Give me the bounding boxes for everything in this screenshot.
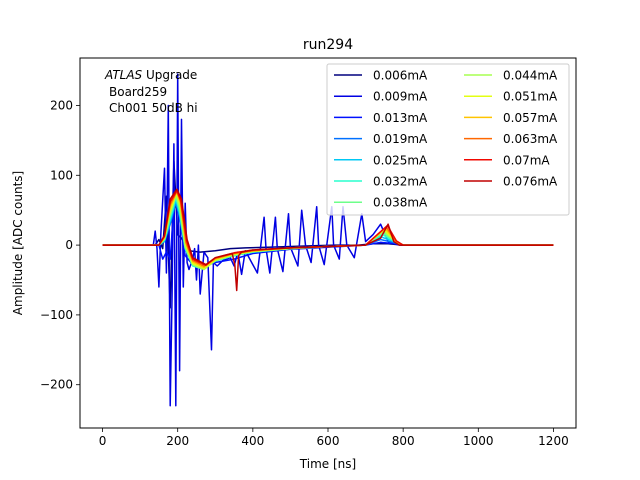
legend-label-0-076ma: 0.076mA — [503, 175, 558, 189]
x-tick-label: 400 — [241, 434, 264, 448]
y-axis: −200 −100 0 100 200 — [40, 98, 80, 392]
y-tick-label: −100 — [40, 308, 73, 322]
y-tick-label: −200 — [40, 378, 73, 392]
legend-label-0-063ma: 0.063mA — [503, 132, 558, 146]
annotation-board: Board259 — [109, 85, 167, 99]
svg-text:ATLAS Upgrade: ATLAS Upgrade — [104, 68, 197, 82]
legend-label-0-044ma: 0.044mA — [503, 69, 558, 83]
x-axis-label: Time [ns] — [299, 457, 356, 471]
y-axis-label: Amplitude [ADC counts] — [11, 171, 25, 315]
legend-label-0-057ma: 0.057mA — [503, 111, 558, 125]
x-axis: 0 200 400 600 800 1000 1200 — [99, 428, 569, 448]
legend-label-0-019ma: 0.019mA — [373, 132, 428, 146]
annotation: ATLAS Upgrade Board259 Ch001 50dB hi — [104, 68, 198, 115]
legend-label-0-032ma: 0.032mA — [373, 175, 428, 189]
legend-label-0-051ma: 0.051mA — [503, 90, 558, 104]
legend-label-0-07ma: 0.07mA — [503, 153, 550, 167]
x-tick-label: 1200 — [538, 434, 569, 448]
legend-label-0-038ma: 0.038mA — [373, 196, 428, 210]
x-tick-label: 0 — [99, 434, 107, 448]
legend-label-0-025ma: 0.025mA — [373, 153, 428, 167]
legend-box — [326, 63, 570, 216]
y-tick-label: 100 — [50, 168, 73, 182]
y-tick-label: 0 — [65, 238, 73, 252]
annotation-channel: Ch001 50dB hi — [109, 101, 198, 115]
legend-label-0-009ma: 0.009mA — [373, 90, 428, 104]
legend-label-0-013ma: 0.013mA — [373, 111, 428, 125]
series-line-0-076ma — [102, 188, 554, 292]
chart-title: run294 — [303, 37, 353, 53]
legend: 0.006mA 0.009mA 0.013mA 0.019mA 0.025mA 0.032… — [326, 63, 570, 216]
annotation-upgrade: Upgrade — [142, 68, 197, 82]
annotation-atlas: ATLAS — [104, 68, 143, 82]
plot-lines — [102, 73, 554, 407]
x-tick-label: 200 — [166, 434, 189, 448]
x-tick-label: 800 — [392, 434, 415, 448]
legend-label-0-006ma: 0.006mA — [373, 69, 428, 83]
x-tick-label: 600 — [317, 434, 340, 448]
x-tick-label: 1000 — [463, 434, 494, 448]
y-tick-label: 200 — [50, 98, 73, 112]
